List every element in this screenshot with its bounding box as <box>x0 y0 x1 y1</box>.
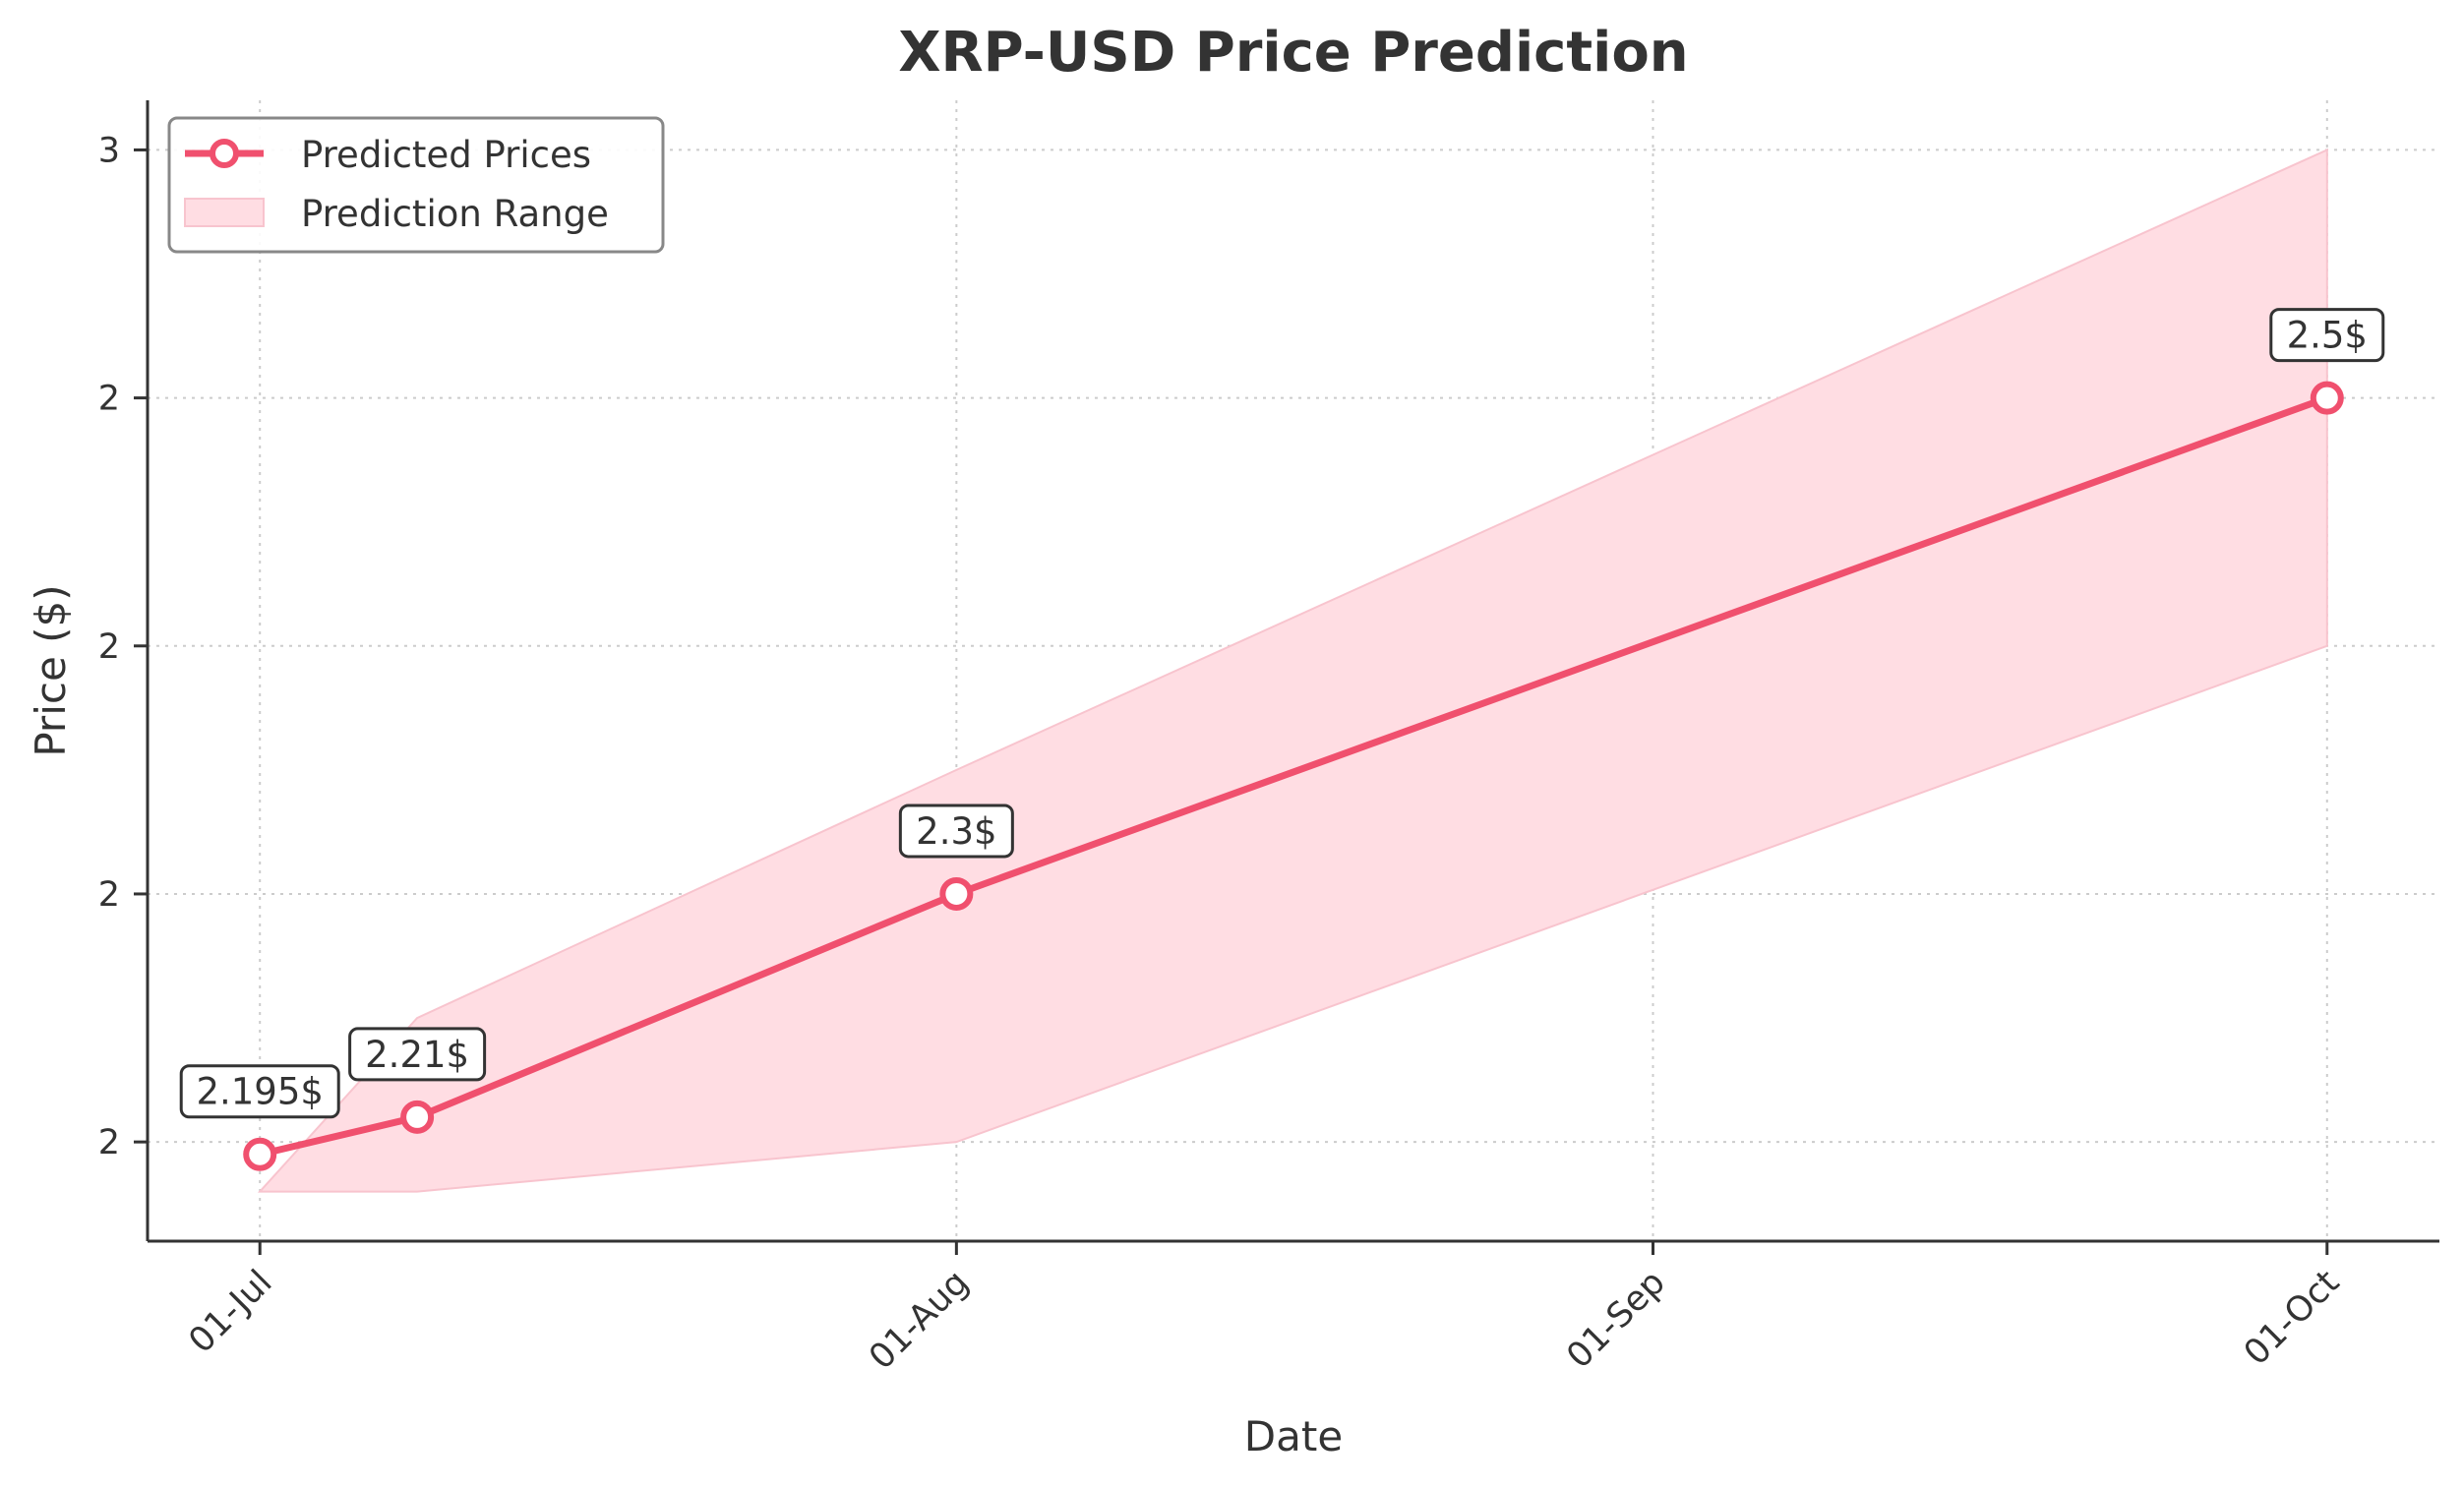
axes <box>146 100 2439 1243</box>
x-axis-label: Date <box>1244 1412 1343 1460</box>
data-point <box>939 876 974 911</box>
data-point <box>2310 381 2344 415</box>
legend: Predicted Prices Prediction Range <box>167 116 665 254</box>
x-ticks: 01-Jul 01-Aug 01-Sep 01-Oct <box>182 1241 2347 1378</box>
predicted-prices-line <box>259 394 2328 1159</box>
x-tick-label: 01-Oct <box>2237 1263 2347 1373</box>
data-label-text: 2.3$ <box>916 810 996 853</box>
legend-box <box>167 116 665 254</box>
data-point <box>400 1100 435 1134</box>
prediction-range-band <box>257 148 2328 1193</box>
y-tick-label: 2 <box>98 875 120 915</box>
chart-title: XRP-USD Price Prediction <box>898 21 1688 85</box>
data-label-box <box>2269 308 2385 363</box>
data-points <box>243 381 2344 1171</box>
data-point <box>243 1137 277 1171</box>
y-tick-label: 2 <box>98 1123 120 1162</box>
legend-predicted-prices: Predicted Prices <box>301 134 591 176</box>
data-label-box <box>898 804 1014 859</box>
data-label-text: 2.21$ <box>365 1034 469 1076</box>
data-label-box <box>179 1064 340 1119</box>
legend-prediction-range: Prediction Range <box>301 193 609 235</box>
data-label: 2.5$ <box>2269 308 2385 363</box>
x-tick-label: 01-Aug <box>862 1263 976 1377</box>
data-label-text: 2.195$ <box>196 1071 323 1113</box>
data-label: 2.21$ <box>348 1027 487 1082</box>
x-tick-label: 01-Jul <box>182 1263 280 1361</box>
y-ticks: 2 2 2 2 3 <box>98 131 148 1162</box>
data-label-box <box>348 1027 487 1082</box>
data-label: 2.195$ <box>179 1064 340 1119</box>
y-axis-label: Price ($) <box>27 584 75 756</box>
y-tick-label: 2 <box>98 380 120 419</box>
legend-range-swatch <box>184 198 265 227</box>
data-labels: 2.195$ 2.21$ 2.3$ 2.5$ <box>179 308 2385 1119</box>
x-tick-label: 01-Sep <box>1559 1263 1672 1376</box>
data-label: 2.3$ <box>898 804 1014 859</box>
y-tick-label: 2 <box>98 627 120 667</box>
y-tick-label: 3 <box>98 131 120 170</box>
data-label-text: 2.5$ <box>2287 315 2368 357</box>
legend-marker-swatch <box>210 139 239 168</box>
